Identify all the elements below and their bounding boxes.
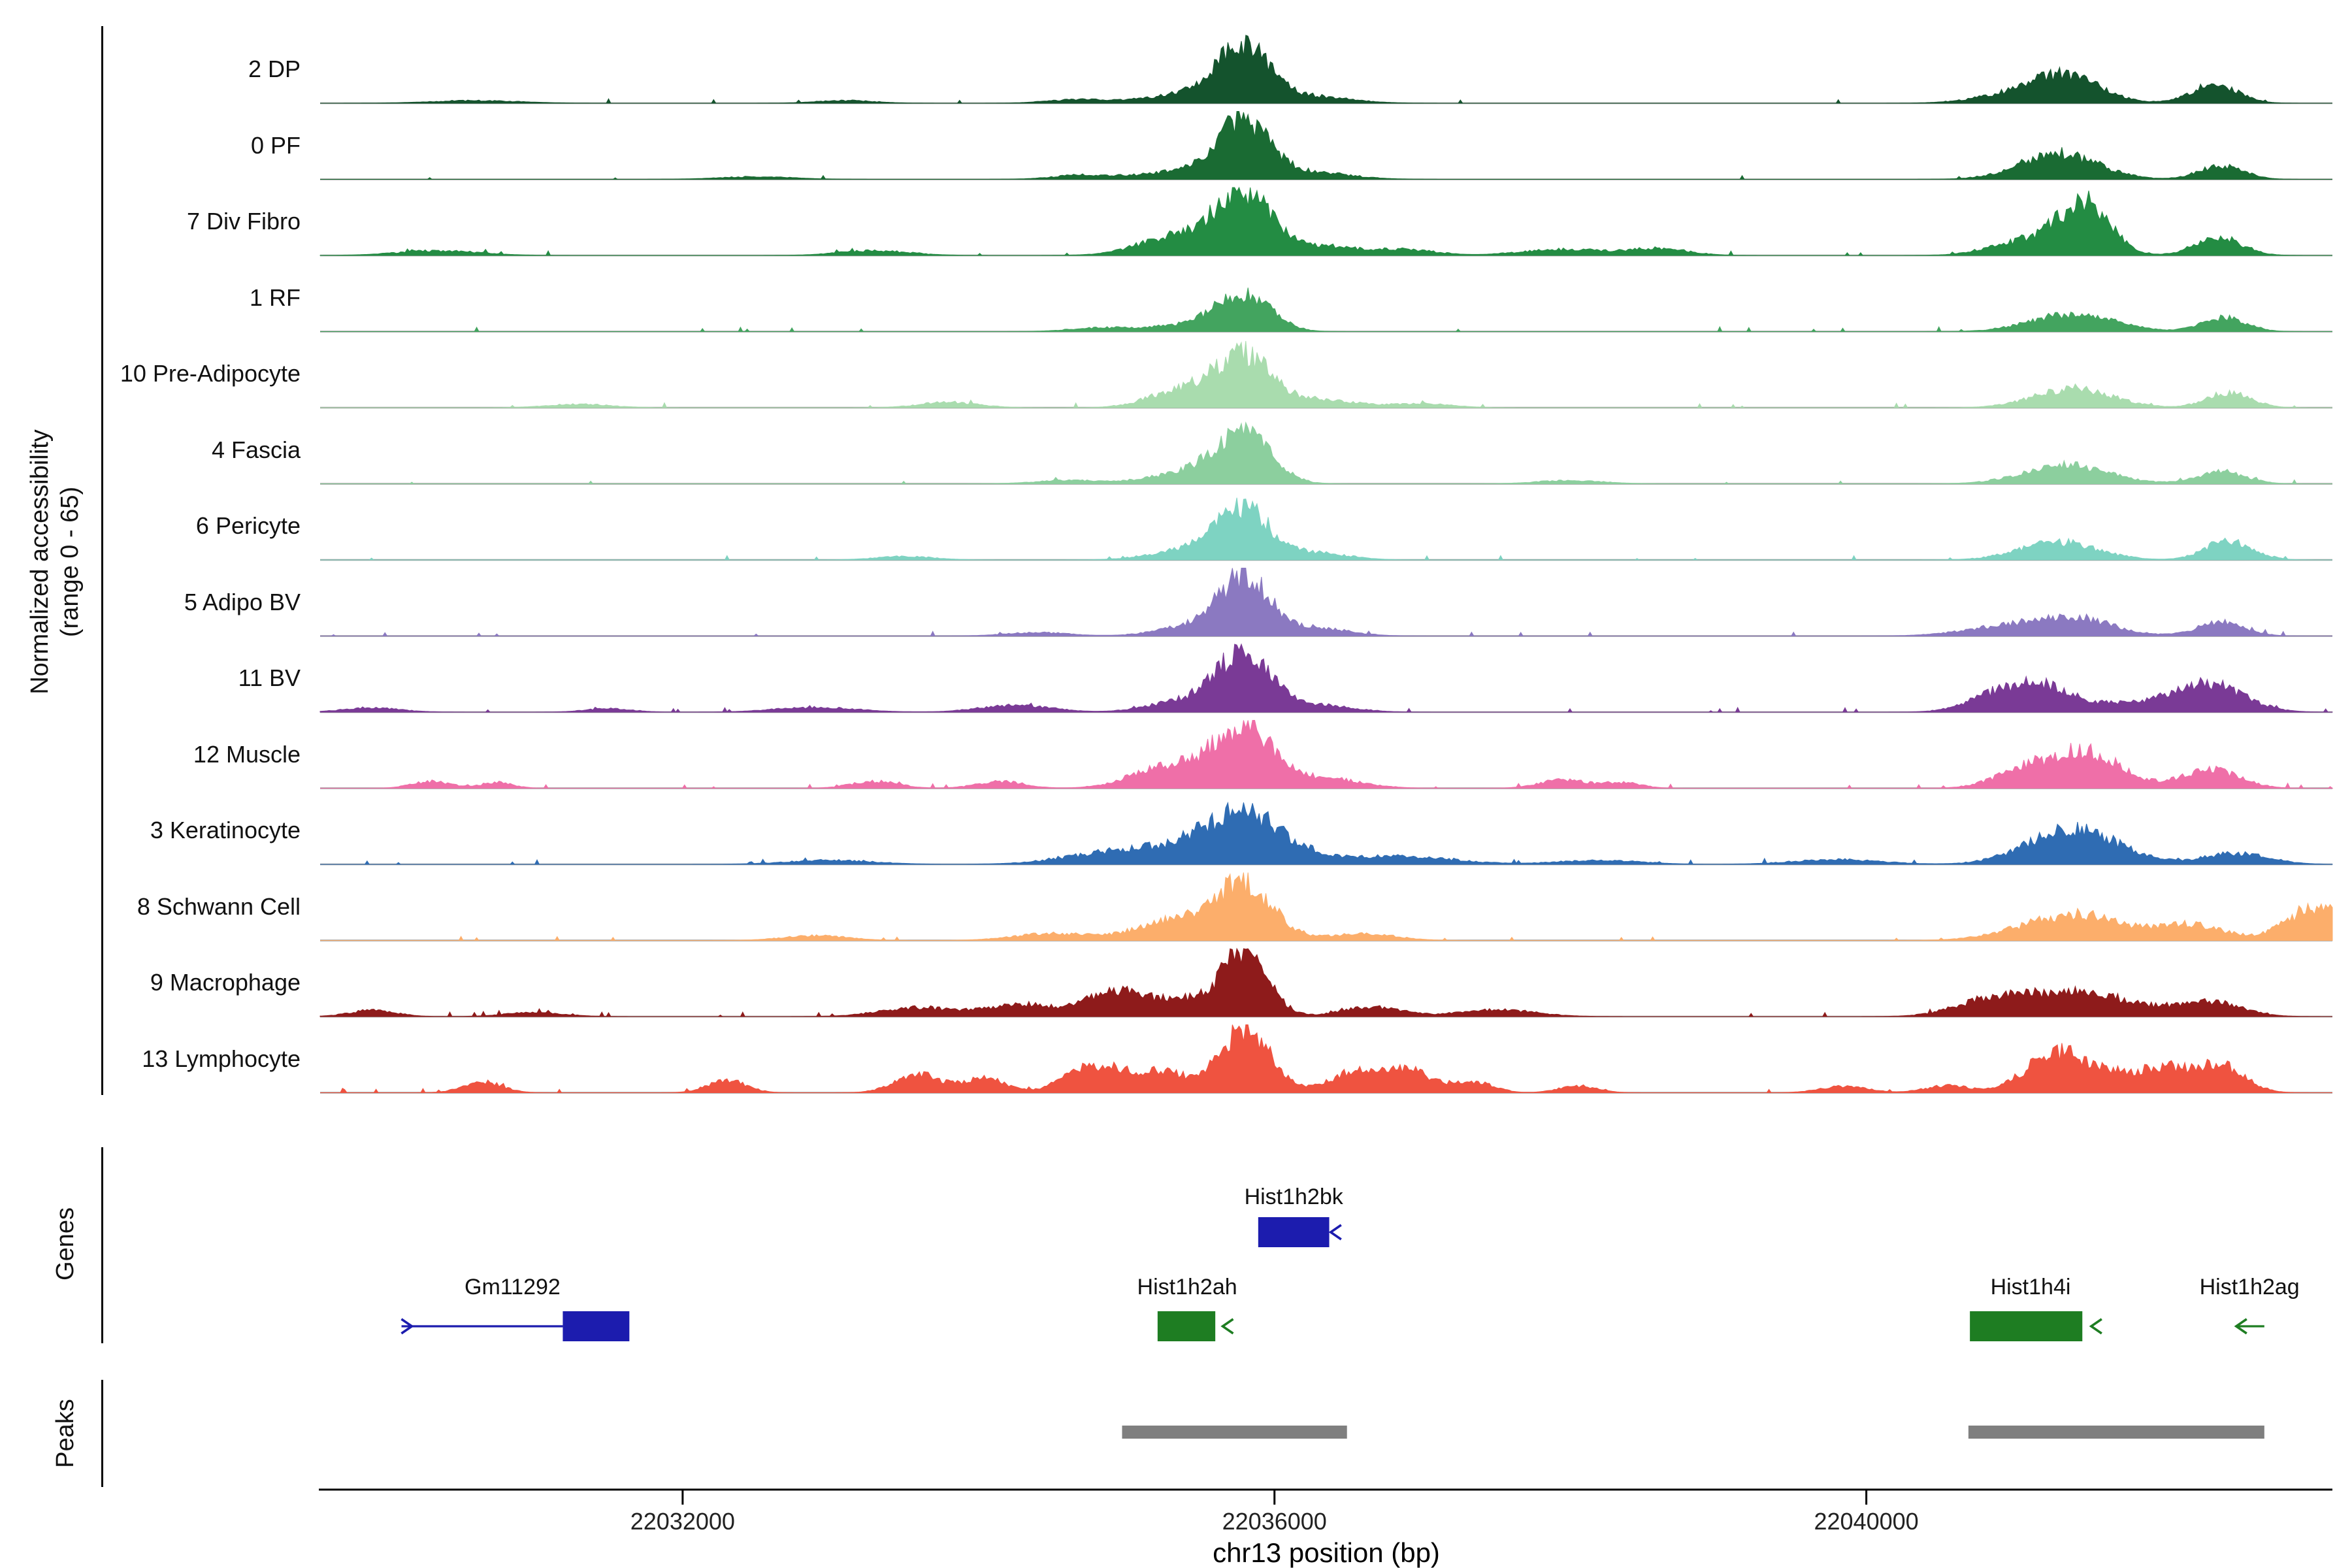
signal-area: [320, 1024, 2332, 1093]
track-row-label: 4 Fascia: [211, 436, 301, 463]
gene-label: Gm11292: [465, 1275, 561, 1299]
track-row-label: 3 Keratinocyte: [150, 817, 301, 843]
gene-exon-box: [1157, 1311, 1216, 1341]
signal-area: [320, 287, 2332, 332]
track-row-label: 5 Adipo BV: [184, 588, 301, 615]
gene-label: Hist1h2bk: [1244, 1184, 1343, 1209]
gene-exon-box: [563, 1311, 630, 1341]
y-axis-label-line2: (range 0 - 65): [56, 486, 84, 638]
signal-area: [319, 643, 2333, 713]
gene-exon-box: [1970, 1311, 2083, 1341]
track-row-label: 13 Lymphocyte: [142, 1045, 301, 1072]
genes-axis-line: [101, 1147, 103, 1343]
signal-area: [320, 872, 2333, 941]
gene-label: Hist1h2ah: [1137, 1275, 1237, 1299]
gene-strand-arrow-icon: [1220, 1318, 1234, 1335]
track-row-label: 9 Macrophage: [150, 969, 301, 996]
track-row-label: 0 PF: [250, 131, 301, 159]
signal-area: [320, 720, 2334, 789]
x-tick-label: 22036000: [1222, 1508, 1327, 1535]
signal-area: [320, 801, 2333, 865]
x-tick-label: 22032000: [630, 1508, 735, 1535]
x-axis-title: chr13 position (bp): [1213, 1537, 1440, 1568]
track-row-label: 7 Div Fibro: [186, 208, 301, 235]
signal-area: [320, 421, 2332, 484]
gene-strand-arrow-icon: [2089, 1318, 2102, 1335]
track-row-label: 11 BV: [238, 664, 301, 691]
signal-area: [320, 340, 2332, 408]
signal-area: [320, 568, 2332, 636]
gene-strand-arrow-icon: [400, 1318, 414, 1335]
track-row-label: 10 Pre-Adipocyte: [120, 360, 301, 387]
signal-area: [320, 111, 2332, 180]
track-row-label: 2 DP: [248, 56, 301, 82]
gene-strand-arrow-icon: [2234, 1318, 2247, 1335]
gene-label: Hist1h4i: [1990, 1275, 2071, 1299]
signal-area: [320, 497, 2332, 561]
track-row-label: 1 RF: [249, 284, 301, 311]
signal-area: [319, 947, 2332, 1017]
peaks-axis-line: [101, 1380, 103, 1487]
gene-strand-arrow-icon: [1328, 1224, 1342, 1241]
x-tick-label: 22040000: [1814, 1508, 1919, 1535]
peak-bar: [1968, 1426, 2264, 1439]
gene-exon-box: [1258, 1217, 1330, 1247]
signal-area: [319, 186, 2332, 256]
track-row-label: 12 Muscle: [193, 740, 301, 768]
peak-bar: [1122, 1426, 1347, 1439]
track-row-label: 8 Schwann Cell: [137, 892, 301, 920]
gene-label: Hist1h2ag: [2199, 1275, 2300, 1299]
signal-area: [320, 35, 2332, 104]
y-axis-label-line1: Normalized accessibility: [26, 429, 54, 694]
tracks-axis-line: [101, 26, 103, 1095]
track-row-label: 6 Pericyte: [195, 512, 301, 539]
